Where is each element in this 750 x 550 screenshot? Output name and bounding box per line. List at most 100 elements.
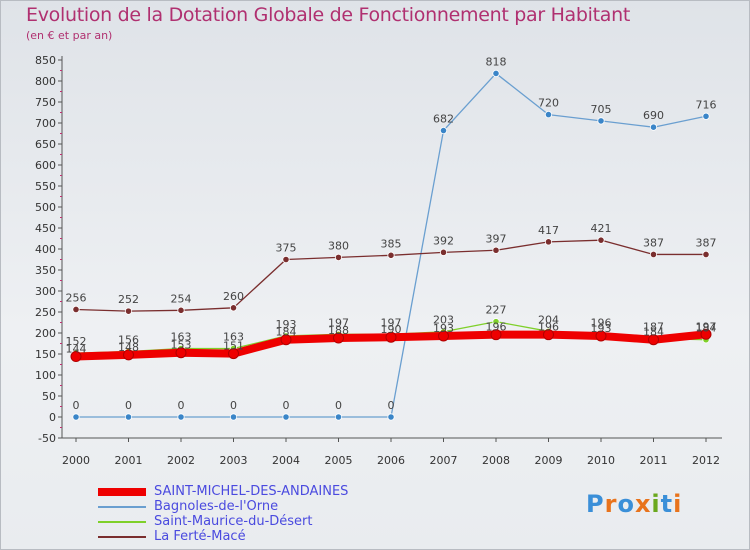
- brand-letter: i: [651, 490, 661, 518]
- data-point: [700, 328, 712, 340]
- data-point: [387, 413, 395, 421]
- data-point: [702, 112, 710, 120]
- data-label: 196: [591, 317, 612, 330]
- data-label: 256: [66, 291, 87, 304]
- x-tick-label: 2004: [272, 454, 300, 467]
- data-point: [544, 111, 553, 119]
- data-label: 203: [433, 314, 454, 327]
- data-label: 385: [381, 237, 402, 250]
- data-point: [175, 347, 187, 359]
- x-tick-label: 2007: [430, 454, 458, 467]
- data-label: 144: [66, 343, 87, 356]
- legend-swatch: [98, 505, 146, 508]
- brand-letter: i: [673, 490, 683, 518]
- data-label: 190: [381, 323, 402, 336]
- data-label: 0: [335, 399, 342, 412]
- data-point: [439, 248, 448, 256]
- data-point: [492, 69, 500, 78]
- legend-item: Saint-Maurice-du-Désert: [98, 514, 348, 529]
- data-label: 153: [171, 339, 192, 352]
- data-point: [282, 255, 290, 264]
- x-tick-label: 2005: [325, 454, 353, 467]
- x-tick-label: 2006: [377, 454, 405, 467]
- data-point: [124, 413, 133, 421]
- data-label: 0: [125, 399, 132, 412]
- data-label: 387: [696, 236, 717, 249]
- data-label: 184: [696, 322, 717, 335]
- data-point: [544, 238, 553, 246]
- data-point: [177, 413, 185, 421]
- data-label: 0: [178, 399, 185, 412]
- data-label: 392: [433, 234, 454, 247]
- data-point: [124, 307, 133, 315]
- data-label: 0: [283, 399, 290, 412]
- data-label: 397: [486, 232, 507, 245]
- x-tick-label: 2009: [535, 454, 563, 467]
- data-point: [70, 351, 82, 363]
- data-label: 196: [486, 321, 507, 334]
- y-tick-label: 850: [35, 54, 56, 67]
- data-point: [595, 330, 607, 342]
- legend-item: La Ferté-Macé: [98, 529, 348, 544]
- y-tick-label: 550: [35, 180, 56, 193]
- legend-swatch: [98, 487, 146, 496]
- legend-item: SAINT-MICHEL-DES-ANDAINES: [98, 484, 348, 499]
- x-tick-label: 2000: [62, 454, 90, 467]
- legend-swatch: [98, 535, 146, 538]
- data-point: [334, 253, 343, 261]
- data-label: 254: [171, 292, 192, 305]
- x-tick-label: 2001: [115, 454, 143, 467]
- y-tick-label: 700: [35, 117, 56, 130]
- data-label: 163: [223, 331, 244, 344]
- data-point: [649, 123, 658, 131]
- data-point: [229, 413, 238, 421]
- data-label: 0: [73, 399, 80, 412]
- data-label: 188: [328, 324, 349, 337]
- x-tick-label: 2010: [587, 454, 615, 467]
- legend-label: Bagnoles-de-l'Orne: [154, 499, 279, 514]
- y-tick-label: 200: [35, 327, 56, 340]
- data-label: 197: [696, 320, 717, 333]
- data-point: [649, 250, 658, 259]
- x-tick-label: 2003: [220, 454, 248, 467]
- chart-title: Evolution de la Dotation Globale de Fonc…: [26, 4, 631, 26]
- data-label: 421: [591, 222, 612, 235]
- data-label: 156: [118, 333, 139, 346]
- data-point: [177, 306, 185, 314]
- data-point: [334, 413, 343, 421]
- data-label: 196: [538, 321, 559, 334]
- data-label: 260: [223, 290, 244, 303]
- data-point: [385, 331, 397, 343]
- data-point: [387, 251, 395, 259]
- x-tick-label: 2008: [482, 454, 510, 467]
- data-point: [228, 348, 239, 360]
- brand-letter: x: [634, 490, 652, 518]
- y-tick-label: 600: [35, 159, 56, 172]
- data-point: [72, 305, 80, 314]
- data-label: 682: [433, 113, 454, 126]
- legend: SAINT-MICHEL-DES-ANDAINES Bagnoles-de-l'O…: [98, 484, 348, 544]
- brand-letter: o: [617, 490, 635, 518]
- legend-swatch: [98, 520, 146, 523]
- data-label: 380: [328, 239, 349, 252]
- data-label: 151: [223, 340, 244, 353]
- data-point: [229, 304, 238, 312]
- y-tick-label: 500: [35, 201, 56, 214]
- data-label: 187: [643, 320, 664, 333]
- data-point: [702, 250, 710, 259]
- y-tick-label: 300: [35, 285, 56, 298]
- data-label: 193: [433, 322, 454, 335]
- data-label: 387: [643, 236, 664, 249]
- data-label: 716: [696, 98, 717, 111]
- data-point: [123, 349, 134, 361]
- y-tick-label: 400: [35, 243, 56, 256]
- data-label: 375: [276, 242, 297, 255]
- y-tick-label: 800: [35, 75, 56, 88]
- data-point: [490, 329, 502, 341]
- y-tick-label: 0: [49, 411, 56, 424]
- brand-letter: t: [660, 490, 674, 518]
- brand-logo: Proxiti: [586, 490, 682, 518]
- data-label: 148: [118, 341, 139, 354]
- x-tick-label: 2012: [692, 454, 720, 467]
